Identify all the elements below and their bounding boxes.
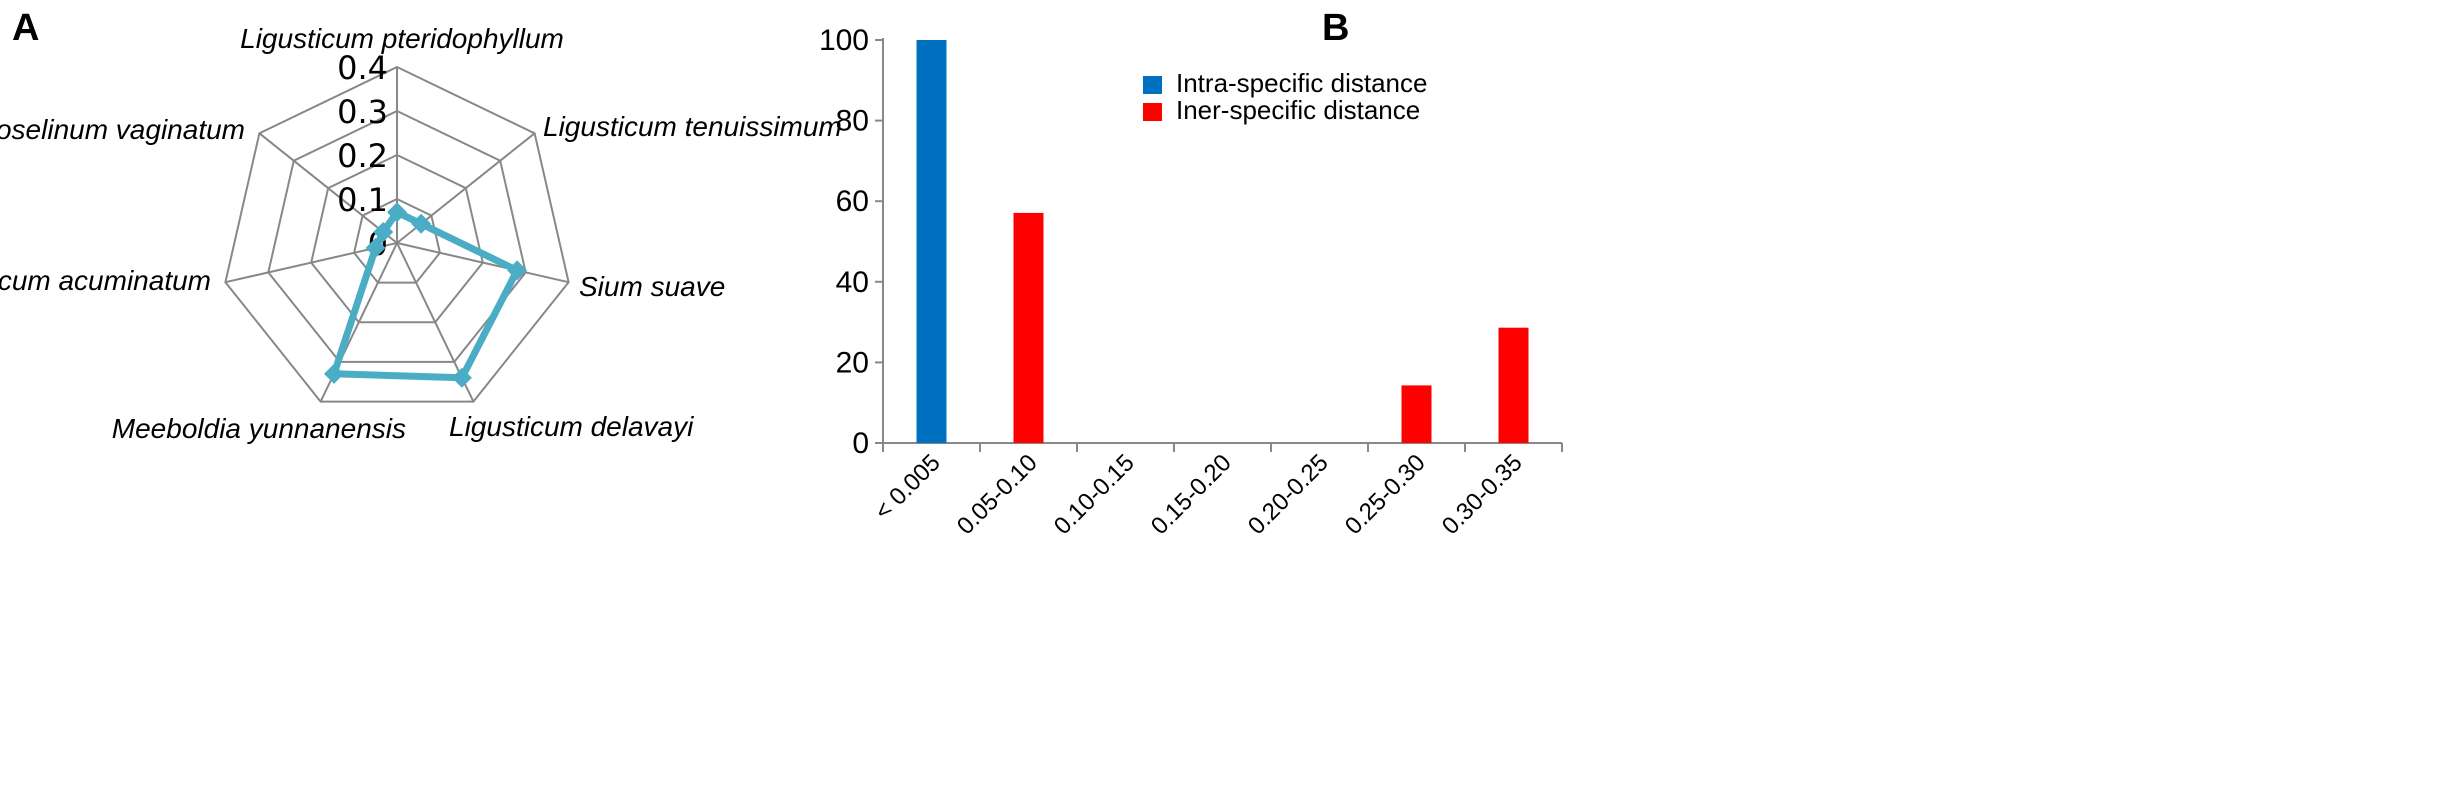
radar-series-line <box>330 208 521 382</box>
radar-point <box>324 363 345 384</box>
radar-point <box>365 237 386 258</box>
radar-axis-label: Conioselinum vaginatum <box>0 114 245 145</box>
radar-grid-ring-3 <box>267 109 527 363</box>
radar-series <box>324 202 528 388</box>
x-tick-label: 0.25-0.30 <box>1340 449 1431 540</box>
legend-label: Intra-specific distance <box>1176 68 1427 98</box>
radar-point <box>507 260 528 281</box>
x-tick-label: 0.10-0.15 <box>1049 449 1140 540</box>
legend-label: Iner-specific distance <box>1176 95 1420 125</box>
legend-swatch <box>1143 103 1162 121</box>
radar-spoke <box>258 132 398 244</box>
radar-tick-label: 0.4 <box>337 49 388 87</box>
radar-axis-labels: Ligusticum pteridophyllum Ligusticum tenu… <box>0 23 842 444</box>
x-tick-label: 0.15-0.20 <box>1146 449 1237 540</box>
bar <box>1401 385 1432 443</box>
x-tick-label: < 0.005 <box>870 449 946 525</box>
panel-a-label: A <box>12 7 39 49</box>
radar-axis-label: Ligusticum tenuissimum <box>543 111 842 142</box>
panel-b-label: B <box>1322 7 1349 49</box>
radar-grid-ring-4 <box>224 65 570 403</box>
y-tick-label: 0 <box>852 427 869 460</box>
y-tick-label: 40 <box>836 266 869 299</box>
radar-point <box>387 202 407 223</box>
radar-spoke <box>396 242 569 284</box>
radar-tick-label: 0.1 <box>337 181 388 219</box>
bar <box>916 40 947 443</box>
x-tick-label: 0.20-0.25 <box>1243 449 1334 540</box>
radar-axis-label: Ligusticum delavayi <box>449 411 694 442</box>
radar-point <box>411 213 432 234</box>
radar-axis-label: Ligusticum pteridophyllum <box>240 23 564 54</box>
radar-grid <box>224 65 570 403</box>
radar-grid-ring-1 <box>353 197 441 284</box>
bar-marks <box>916 40 1529 443</box>
radar-axis-label: Meeboldia yunnanensis <box>112 413 406 444</box>
y-tick-label: 80 <box>836 105 869 138</box>
radar-axis-label: Ligusticum acuminatum <box>0 265 211 296</box>
bar-axes <box>875 38 1563 452</box>
legend-swatch <box>1143 76 1162 94</box>
radar-point <box>451 367 472 388</box>
y-tick-label: 100 <box>819 24 869 57</box>
bar <box>1498 327 1529 443</box>
x-tick-label: 0.05-0.10 <box>952 449 1043 540</box>
radar-grid-ring-2 <box>310 153 484 324</box>
radar-tick-label: 0.2 <box>337 137 388 175</box>
bar <box>1013 212 1044 443</box>
x-tick-label: 0.30-0.35 <box>1437 449 1528 540</box>
bar-x-tick-labels: < 0.005 0.05-0.10 0.10-0.15 0.15-0.20 0.20-0… <box>870 449 1528 540</box>
radar-axis-label: Sium suave <box>579 271 725 302</box>
bar-y-tick-labels: 0 20 40 60 80 100 <box>819 24 869 460</box>
radar-point <box>373 222 394 243</box>
y-tick-label: 60 <box>836 185 869 218</box>
radar-chart: 00.10.20.30.4 Ligusticum pteridophyllumL… <box>0 23 842 444</box>
radar-tick-label: 0.3 <box>337 93 388 131</box>
y-tick-label: 20 <box>836 346 869 379</box>
